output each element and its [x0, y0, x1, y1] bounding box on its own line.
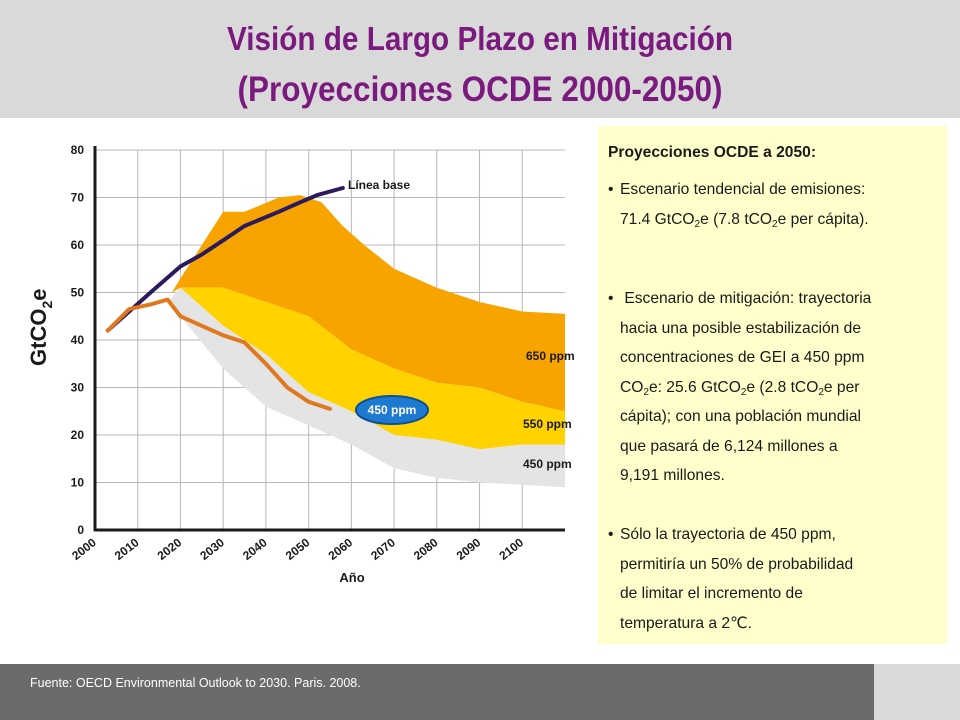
bullet-line: CO2e: 25.6 GtCO2e (2.8 tCO2e per [608, 373, 938, 403]
y-axis-label: GtCO2e [26, 289, 55, 367]
bullet-line: de limitar el incremento de [608, 579, 938, 609]
footer-corner [874, 664, 960, 720]
label-450ppm: 450 ppm [523, 457, 572, 471]
subscript: 2 [694, 218, 701, 230]
x-tick-label: 2000 [69, 535, 99, 563]
x-tick-label: 2070 [368, 535, 398, 563]
bullet-line: 9,191 millones. [608, 461, 938, 491]
text-segment: cápita); con una población mundial [620, 408, 861, 425]
subscript: 2 [772, 218, 778, 230]
text-segment: permitiría un 50% de probabilidad [620, 555, 854, 573]
y-tick-label: 20 [71, 428, 85, 442]
bullet-mark: • [608, 290, 614, 307]
subscript: 2 [818, 386, 824, 398]
band-650-ppm [171, 195, 565, 412]
y-tick-label: 60 [71, 238, 85, 252]
band-450-ppm [167, 287, 565, 488]
projections-panel: Proyecciones OCDE a 2050: • Escenario ten… [598, 126, 947, 644]
footer-bar: Fuente: OECD Environmental Outlook to 20… [0, 664, 874, 720]
label-550ppm: 550 ppm [523, 417, 572, 431]
badge-450ppm-label: 450 ppm [368, 403, 417, 417]
x-tick-label: 2040 [240, 535, 270, 563]
bullet-line: cápita); con una población mundial [608, 402, 938, 432]
bullet-item: • Escenario de mitigación: trayectoria ha… [608, 284, 938, 491]
text-segment: CO [620, 378, 644, 396]
x-axis-label: Año [339, 570, 364, 585]
y-tick-label: 0 [77, 523, 84, 537]
badge-450ppm [355, 395, 429, 425]
text-segment: e (7.8 tCO [700, 210, 773, 228]
series-450ppm-line [105, 297, 332, 411]
y-tick-label: 70 [71, 191, 85, 205]
text-segment: concentraciones de GEI a 450 ppm [620, 349, 865, 366]
x-tick-label: 2010 [112, 535, 142, 563]
text-segment: Escenario de mitigación: trayectoria [620, 290, 872, 307]
bullet-item: • Escenario tendencial de emisiones: 71.4 … [608, 175, 938, 234]
page-title: Visión de Largo Plazo en Mitigación [226, 20, 734, 57]
text-segment: Escenario tendencial de emisiones: [620, 181, 866, 198]
text-segment: 9,191 millones. [620, 467, 725, 484]
text-segment: hacia una posible estabilización de [620, 319, 862, 337]
text-segment: Sólo la trayectoria de 450 ppm, [620, 526, 836, 543]
bullet-line: permitiría un 50% de probabilidad [608, 550, 938, 580]
bullet-line: • Sólo la trayectoria de 450 ppm, [608, 520, 938, 550]
bullet-line: temperatura a 2℃. [608, 609, 938, 639]
y-tick-label: 10 [71, 476, 85, 490]
x-tick-label: 2060 [326, 535, 356, 563]
subscript: 2 [740, 386, 747, 398]
panel-heading: Proyecciones OCDE a 2050: [608, 144, 817, 161]
source-note: Fuente: OECD Environmental Outlook to 20… [30, 676, 361, 690]
text-segment: de limitar el incremento de [620, 585, 803, 602]
bullet-item: • Sólo la trayectoria de 450 ppm, permitir… [608, 520, 938, 638]
bullet-line: hacia una posible estabilización de [608, 314, 938, 344]
text-segment: e per [823, 378, 860, 396]
y-tick-label: 30 [71, 381, 85, 395]
page-subtitle: (Proyecciones OCDE 2000-2050) [237, 70, 723, 109]
text-segment: que pasará de 6,124 millones a [620, 437, 838, 455]
text-segment: temperatura a 2℃. [620, 614, 752, 632]
band-550-ppm [180, 287, 565, 450]
text-segment: 71.4 GtCO [620, 210, 695, 228]
text-segment: e per cápita). [777, 210, 869, 228]
x-tick-label: 2100 [496, 535, 526, 563]
bullet-line: concentraciones de GEI a 450 ppm [608, 343, 938, 373]
y-tick-label: 80 [71, 143, 85, 157]
text-segment: e (2.8 tCO [746, 378, 819, 396]
bullet-mark: • [608, 181, 614, 198]
header-bar: Visión de Largo Plazo en Mitigación (Pro… [0, 0, 960, 118]
bullet-line: • Escenario de mitigación: trayectoria [608, 284, 938, 314]
series-baseline-line [105, 186, 345, 333]
x-tick-label: 2030 [197, 535, 227, 563]
bullet-line: que pasará de 6,124 millones a [608, 432, 938, 462]
label-linea-base: Línea base [348, 178, 410, 192]
x-tick-label: 2090 [454, 535, 484, 563]
bullet-mark: • [608, 526, 614, 543]
bullet-line: 71.4 GtCO2e (7.8 tCO2e per cápita). [608, 205, 938, 235]
x-tick-label: 2080 [411, 535, 441, 563]
text-segment: e: 25.6 GtCO [648, 378, 741, 396]
x-tick-label: 2050 [283, 535, 313, 563]
bullet-line: • Escenario tendencial de emisiones: [608, 175, 938, 205]
subscript: 2 [643, 386, 649, 398]
y-tick-label: 50 [71, 286, 85, 300]
label-650ppm: 650 ppm [526, 349, 575, 363]
x-tick-label: 2020 [155, 535, 185, 563]
y-tick-label: 40 [71, 333, 85, 347]
